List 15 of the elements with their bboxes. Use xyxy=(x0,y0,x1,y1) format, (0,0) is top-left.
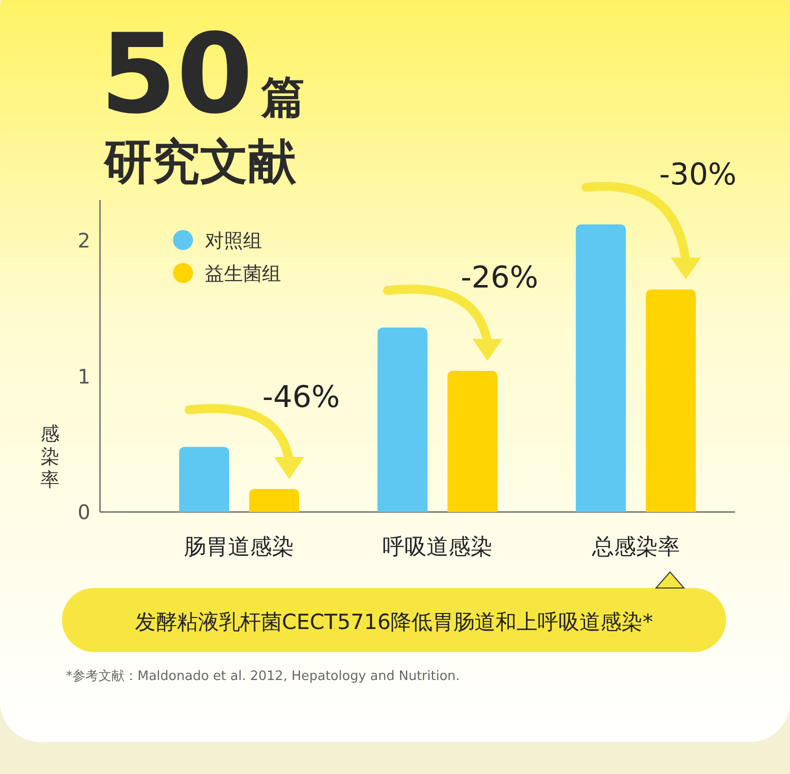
chart-subtitle: 研究文献 xyxy=(103,134,297,190)
y-tick-label: 1 xyxy=(78,364,90,388)
text: *参考文献：Maldonado et al. 2012, Hepatology and Nutrition. xyxy=(66,669,460,684)
annotation: -46% xyxy=(262,380,340,415)
y-tick-label: 2 xyxy=(78,228,90,253)
x-tick-label: 呼吸道感染 xyxy=(382,535,492,560)
legend-label: 益生菌组 xyxy=(205,263,281,285)
x-tick-label: 肠胃道感染 xyxy=(184,535,294,560)
y-axis-title: 感染率 xyxy=(40,423,60,491)
text: 发酵粘液乳杆菌CECT5716降低胃肠道和上呼吸道感染* xyxy=(134,610,654,634)
text: -30% xyxy=(659,157,737,192)
legend-label: 对照组 xyxy=(205,230,262,252)
annotation: -26% xyxy=(460,260,538,296)
x-tick-label: 总感染率 xyxy=(590,535,680,560)
y-tick-label: 0 xyxy=(78,500,90,524)
